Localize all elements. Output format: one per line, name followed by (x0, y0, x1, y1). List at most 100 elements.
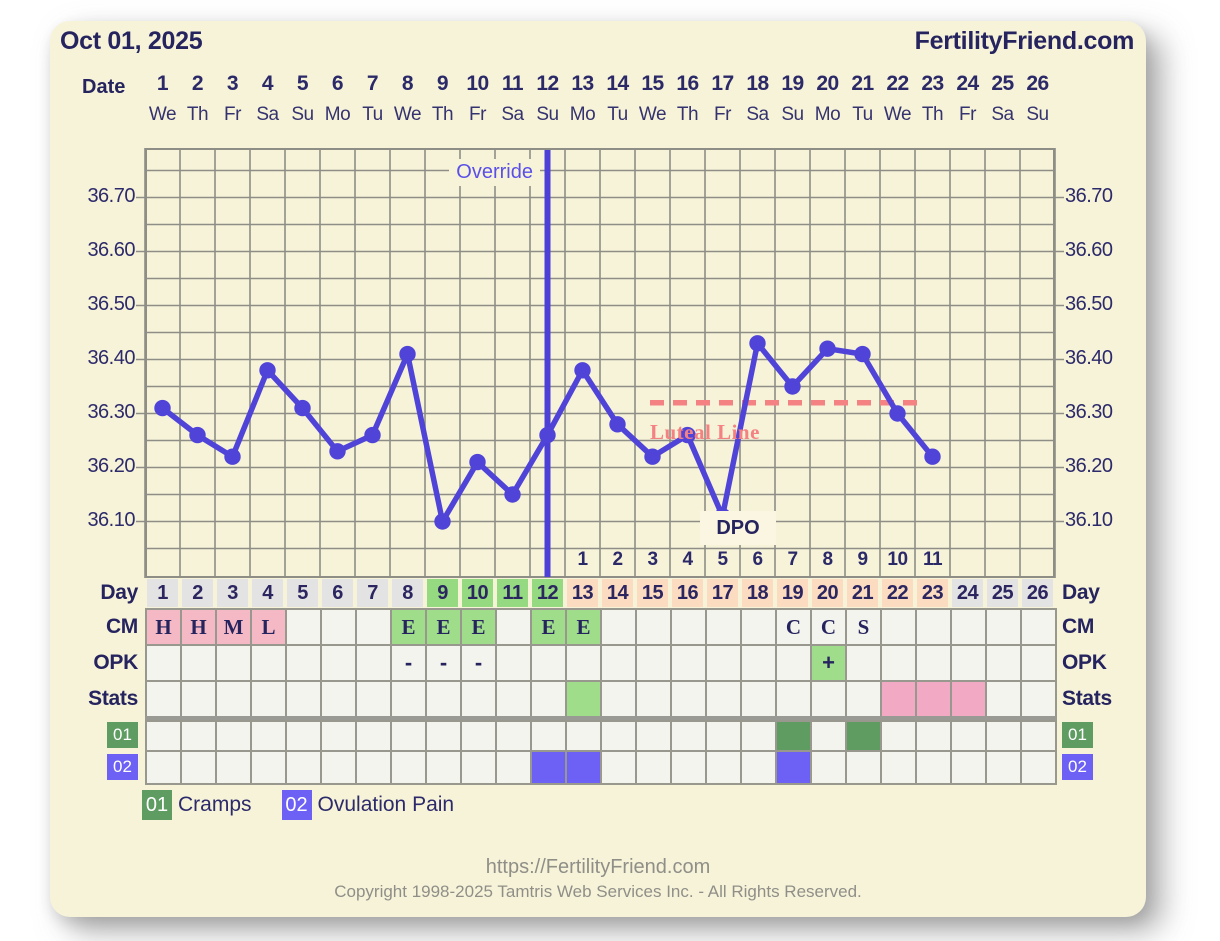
y-axis-tick-label: 36.30 (87, 400, 135, 423)
date-cell: 1 (156, 72, 169, 95)
opk-cell (496, 645, 531, 681)
symptom-grid (145, 720, 1057, 785)
stats-row-label: Stats (88, 687, 138, 710)
cm-cell (986, 609, 1021, 645)
temperature-curve-svg (136, 148, 1064, 578)
symptom-01-cell (391, 721, 426, 751)
cm-row-label: CM (105, 615, 138, 638)
y-axis-tick-label: 36.50 (87, 292, 135, 315)
symptom-01-cell (286, 721, 321, 751)
date-cell: 12 (536, 72, 559, 95)
stats-cell (356, 681, 391, 717)
symptom-01-cell (146, 721, 181, 751)
day-cell: 9 (427, 579, 458, 607)
chart-date-title: Oct 01, 2025 (60, 27, 203, 55)
weekday-cell: Mo (324, 104, 351, 125)
y-axis-tick-label: 36.20 (87, 454, 135, 477)
symptom-02-label-right: 02 (1062, 754, 1093, 780)
weekday-cell: Sa (256, 104, 279, 125)
symptom-02-cell (181, 751, 216, 784)
date-cell: 24 (956, 72, 979, 95)
symptom-02-cell (216, 751, 251, 784)
stats-cell (951, 681, 986, 717)
symptom-02-cell (286, 751, 321, 784)
opk-cell (881, 645, 916, 681)
date-cell: 14 (606, 72, 629, 95)
dpo-number: 11 (922, 549, 943, 570)
temperature-point (329, 443, 346, 460)
cm-cell-value: E (541, 614, 556, 639)
stats-cell (146, 681, 181, 717)
weekday-cell: Su (1026, 104, 1049, 125)
symptom-01-cell (706, 721, 741, 751)
cm-cell (916, 609, 951, 645)
symptom-01-cell (881, 721, 916, 751)
cm-cell-value: H (155, 614, 172, 639)
temperature-point (259, 362, 276, 379)
cm-cell-value: E (576, 614, 591, 639)
symptom-01-label-right: 01 (1062, 722, 1093, 748)
weekday-cell: Fr (224, 104, 241, 125)
cm-row-label-right: CM (1062, 615, 1095, 638)
stats-cell (461, 681, 496, 717)
weekday-cell: Tu (362, 104, 383, 125)
weekday-cell: We (148, 104, 177, 125)
opk-cell (671, 645, 706, 681)
day-cell: 18 (742, 579, 773, 607)
day-cell: 15 (637, 579, 668, 607)
opk-cell (181, 645, 216, 681)
opk-cell (146, 645, 181, 681)
cm-cell: E (566, 609, 601, 645)
weekday-cell: Th (921, 104, 944, 125)
dpo-number: 2 (612, 549, 623, 570)
weekday-cell: Tu (607, 104, 628, 125)
temperature-point (399, 345, 416, 363)
symptom-01-cell (776, 721, 811, 751)
day-cell: 13 (567, 579, 598, 607)
stats-cell (811, 681, 846, 717)
cm-cell (1021, 609, 1056, 645)
day-cell: 10 (462, 579, 493, 607)
temperature-point (854, 345, 871, 363)
weekday-cell: Mo (569, 104, 596, 125)
symptom-01-cell (636, 721, 671, 751)
weekday-cell: Th (186, 104, 209, 125)
symptom-01-cell (356, 721, 391, 751)
symptom-02-cell (566, 751, 601, 784)
symptom-01-cell (216, 721, 251, 751)
weekday-cell: Fr (469, 104, 486, 125)
y-axis-tick-label: 36.10 (1065, 508, 1113, 531)
weekday-cell: We (638, 104, 667, 125)
day-cell: 7 (357, 579, 388, 607)
override-label: Override (449, 159, 540, 186)
symptom-02-cell (741, 751, 776, 784)
temperature-point (504, 486, 521, 503)
day-row-label: Day (100, 581, 138, 604)
symptom-01-cell (181, 721, 216, 751)
y-axis-tick-label: 36.20 (1065, 454, 1113, 477)
y-axis-tick-label: 36.50 (1065, 292, 1113, 315)
symptom-01-cell (251, 721, 286, 751)
symptom-02-cell (636, 751, 671, 784)
date-cell: 8 (401, 72, 414, 95)
opk-cell: - (426, 645, 461, 681)
symptom-01-cell (671, 721, 706, 751)
temperature-point (154, 399, 171, 417)
dpo-number: 3 (647, 549, 658, 570)
symptom-02-cell (916, 751, 951, 784)
weekday-cell: Su (536, 104, 559, 125)
symptom-01-cell (531, 721, 566, 751)
day-cell: 24 (952, 579, 983, 607)
y-axis-tick-label: 36.60 (87, 238, 135, 261)
day-cell: 2 (182, 579, 213, 607)
stats-cell (636, 681, 671, 717)
day-row: 1 2 3 4 5 6 7 8 9 10 11 12 13 14 15 16 17 18 19 20 21 22 23 24 2… (145, 578, 1055, 608)
date-cell: 20 (816, 72, 839, 95)
weekday-cell: Su (291, 104, 314, 125)
cm-cell (321, 609, 356, 645)
weekday-cell: Th (431, 104, 454, 125)
stats-cell (601, 681, 636, 717)
symptom-01-cell (846, 721, 881, 751)
opk-cell (741, 645, 776, 681)
opk-cell-value: - (474, 650, 483, 675)
